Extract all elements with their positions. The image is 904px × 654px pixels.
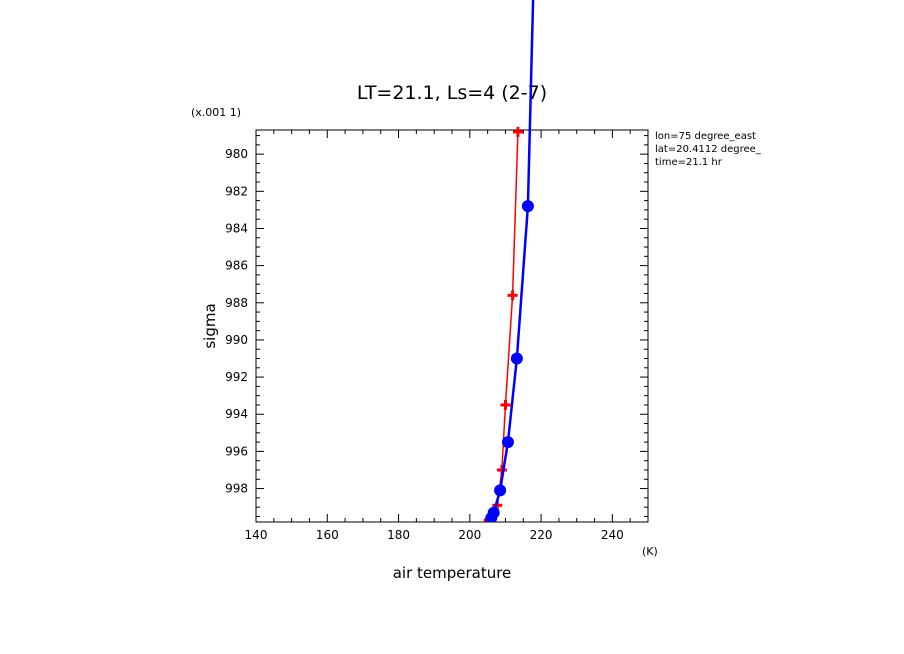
y-tick-label: 980 <box>225 147 248 161</box>
y-scale-note: (x.001 1) <box>191 106 241 119</box>
annotation-lat: lat=20.4112 degree_ <box>655 144 762 155</box>
series-1-point <box>510 352 523 365</box>
x-unit-label: (K) <box>642 545 658 558</box>
y-tick-label: 982 <box>225 184 248 198</box>
series-0-point <box>512 126 523 137</box>
series-line-0 <box>488 131 519 521</box>
annotation-block: lon=75 degree_east lat=20.4112 degree_ t… <box>655 131 762 168</box>
chart-title: LT=21.1, Ls=4 (2-7) <box>357 82 547 104</box>
x-tick-label: 200 <box>458 528 481 542</box>
y-tick-label: 984 <box>225 221 248 235</box>
axis-ticks <box>255 130 649 522</box>
y-tick-label: 992 <box>225 370 248 384</box>
x-axis-label: air temperature <box>393 564 512 582</box>
y-tick-label: 988 <box>225 296 248 310</box>
y-tick-label: 998 <box>225 482 248 496</box>
y-tick-label: 986 <box>225 259 248 273</box>
annotation-lon: lon=75 degree_east <box>655 131 756 142</box>
series-1-point <box>485 512 498 522</box>
series-layer <box>483 0 535 522</box>
plot-frame <box>255 129 649 523</box>
y-tick-label: 990 <box>225 333 248 347</box>
y-tick-label: 996 <box>225 444 248 458</box>
y-tick-labels: 980 982 984 986 988 990 992 994 996 998 <box>225 147 248 495</box>
y-tick-label: 994 <box>225 407 248 421</box>
series-1-point <box>494 484 507 497</box>
y-axis-label: sigma <box>201 303 219 348</box>
series-1-point <box>521 200 534 213</box>
x-tick-labels: 140 160 180 200 220 240 <box>245 528 624 542</box>
series-0-point <box>500 399 511 410</box>
series-0-point <box>507 290 518 301</box>
x-tick-label: 240 <box>601 528 624 542</box>
x-tick-label: 220 <box>530 528 553 542</box>
x-tick-label: 140 <box>245 528 268 542</box>
series-1-point <box>501 436 514 449</box>
x-tick-label: 160 <box>316 528 339 542</box>
annotation-time: time=21.1 hr <box>655 157 723 168</box>
x-tick-label: 180 <box>387 528 410 542</box>
